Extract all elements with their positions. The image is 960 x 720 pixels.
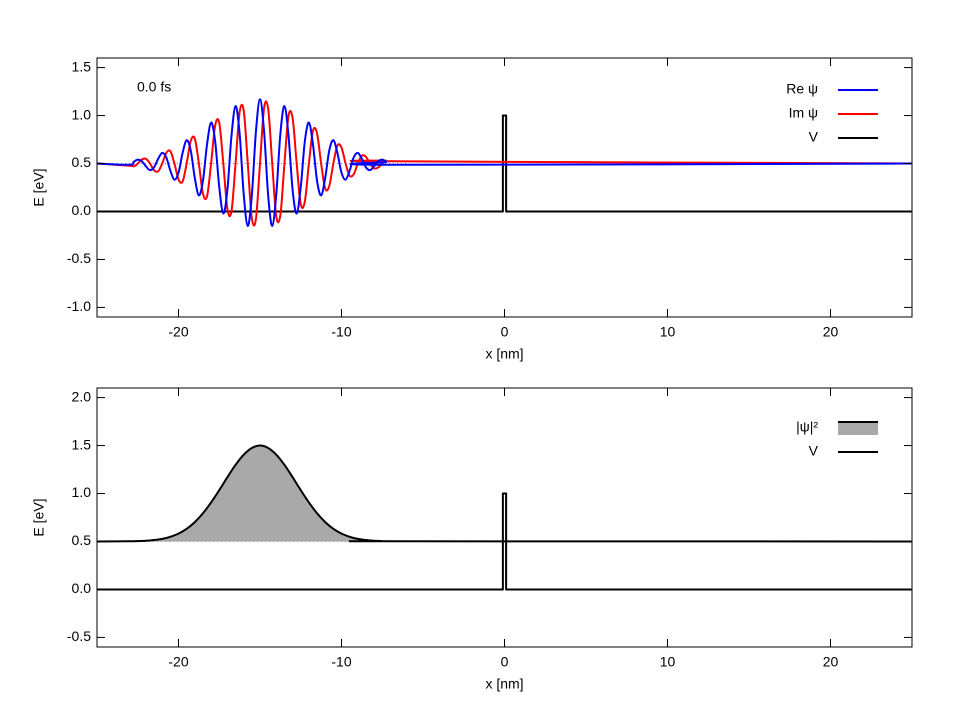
legend-label: V (809, 443, 819, 459)
x-tick-label: 20 (823, 654, 839, 670)
legend-label: |ψ|² (796, 419, 818, 435)
y-tick-label: 1.0 (72, 106, 92, 122)
y-tick-label: -1.0 (67, 298, 91, 314)
y-tick-label: 0.0 (72, 202, 92, 218)
y-tick-label: 2.0 (72, 388, 92, 404)
legend-label: V (809, 129, 819, 145)
y-tick-label: -0.5 (67, 628, 91, 644)
legend-label: Im ψ (789, 105, 818, 121)
y-tick-label: 1.5 (72, 58, 92, 74)
x-tick-label: 10 (660, 324, 676, 340)
x-tick-label: 0 (501, 654, 509, 670)
line (96, 444, 913, 543)
x-tick-label: -10 (331, 324, 351, 340)
area (97, 445, 912, 542)
line (97, 492, 912, 591)
x-axis-label: x [nm] (485, 346, 523, 362)
x-axis-label: x [nm] (485, 676, 523, 692)
y-axis-label: E [eV] (31, 498, 47, 536)
annotation: 0.0 fs (137, 79, 171, 95)
line (96, 98, 913, 227)
x-tick-label: -10 (331, 654, 351, 670)
y-tick-label: 0.5 (72, 532, 92, 548)
y-axis-label: E [eV] (31, 168, 47, 206)
y-tick-label: 0.5 (72, 154, 92, 170)
line (97, 114, 912, 213)
y-tick-label: 0.0 (72, 580, 92, 596)
x-tick-label: -20 (168, 324, 188, 340)
x-tick-label: 10 (660, 654, 676, 670)
x-tick-label: 20 (823, 324, 839, 340)
line (96, 100, 913, 227)
x-tick-label: -20 (168, 654, 188, 670)
y-tick-label: 1.5 (72, 436, 92, 452)
y-tick-label: -0.5 (67, 250, 91, 266)
x-tick-label: 0 (501, 324, 509, 340)
legend-label: Re ψ (786, 81, 818, 97)
legend-swatch (838, 422, 878, 435)
y-tick-label: 1.0 (72, 484, 92, 500)
